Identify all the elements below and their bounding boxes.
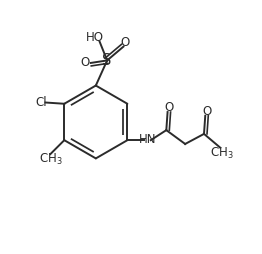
Text: CH$_3$: CH$_3$: [210, 146, 233, 161]
Text: CH$_3$: CH$_3$: [39, 152, 62, 167]
Text: S: S: [102, 53, 112, 68]
Text: O: O: [165, 101, 174, 114]
Text: Cl: Cl: [35, 96, 47, 109]
Text: O: O: [120, 36, 129, 49]
Text: O: O: [81, 56, 90, 69]
Text: HN: HN: [139, 133, 156, 146]
Text: O: O: [202, 105, 211, 118]
Text: HO: HO: [86, 31, 104, 44]
